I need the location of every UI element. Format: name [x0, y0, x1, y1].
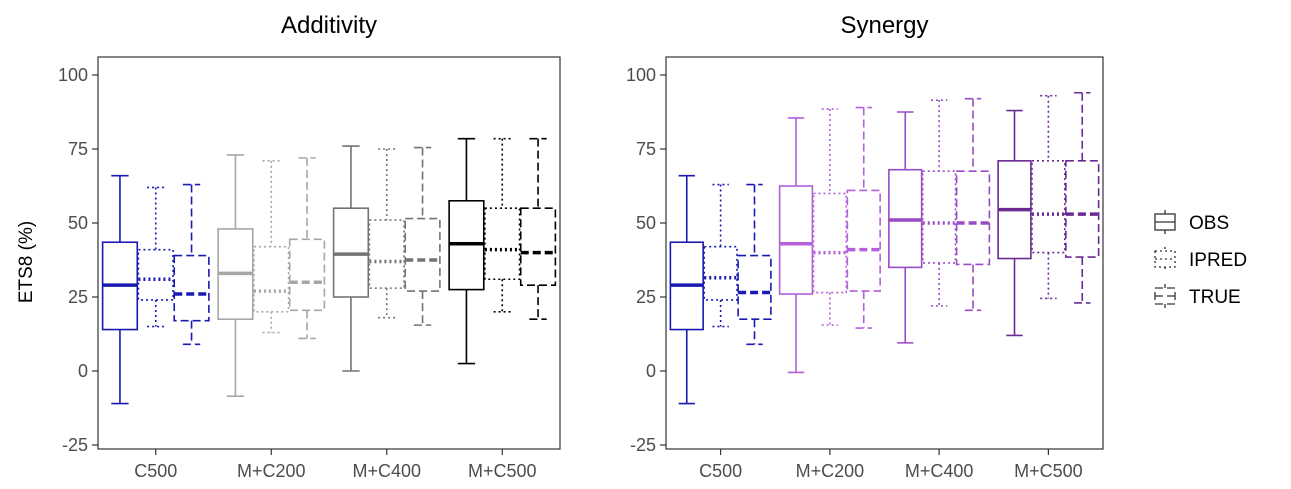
panel-frame — [665, 56, 1104, 450]
box-iqr — [703, 245, 738, 301]
legend: OBS IPRED TRUE — [1154, 210, 1247, 308]
x-tick-label: M+C500 — [1014, 461, 1083, 481]
y-tick-label: 75 — [68, 139, 88, 159]
box-iqr — [737, 254, 772, 320]
box-ipred — [703, 183, 738, 328]
box-ipred — [484, 137, 521, 313]
box-iqr — [778, 185, 814, 295]
box-true — [737, 183, 772, 346]
x-tick-label: M+C400 — [905, 461, 974, 481]
box-obs — [448, 137, 485, 365]
box-obs — [997, 109, 1032, 337]
panel-title: Synergy — [840, 12, 928, 39]
box-obs — [888, 111, 923, 344]
y-tick-label: -25 — [630, 435, 656, 455]
box-ipred — [1031, 94, 1066, 300]
x-tick-label: M+C200 — [237, 461, 306, 481]
x-tick-label: M+C500 — [468, 461, 537, 481]
box-true — [846, 106, 881, 329]
y-axis-label: ETS8 (%) — [16, 221, 37, 303]
legend-item-obs: OBS — [1154, 210, 1229, 234]
box-true — [1065, 91, 1100, 304]
box-obs — [101, 174, 139, 405]
box-iqr — [1065, 160, 1100, 258]
box-iqr — [955, 170, 991, 266]
legend-item-true: TRUE — [1154, 284, 1241, 308]
panel-0: Additivity -25 0 25 50 75 100 C500 M+C200 M+C400 M… — [58, 12, 561, 481]
y-tick-label: 25 — [636, 287, 656, 307]
box-true — [955, 97, 991, 312]
y-tick-label: 0 — [78, 361, 88, 381]
box-obs — [332, 145, 370, 372]
box-true — [404, 146, 441, 326]
box-true — [519, 137, 557, 321]
box-iqr — [921, 170, 957, 264]
y-tick-label: -25 — [62, 435, 88, 455]
y-tick-label: 50 — [68, 213, 88, 233]
box-ipred — [368, 148, 405, 319]
y-tick-label: 100 — [58, 65, 88, 85]
y-tick-label: 25 — [68, 287, 88, 307]
box-iqr — [368, 219, 405, 289]
box-iqr — [253, 245, 290, 313]
box-ipred — [253, 160, 290, 334]
box-obs — [669, 174, 704, 405]
panel-title: Additivity — [281, 12, 377, 39]
box-iqr — [404, 217, 441, 292]
x-tick-label: C500 — [134, 461, 177, 481]
box-iqr — [812, 192, 848, 294]
box-true — [173, 183, 210, 346]
legend-label: IPRED — [1189, 250, 1247, 271]
legend-item-ipred: IPRED — [1154, 247, 1247, 271]
y-tick-label: 0 — [646, 361, 656, 381]
y-tick-label: 100 — [626, 65, 656, 85]
panel-frame — [97, 56, 561, 450]
box-iqr — [484, 207, 521, 281]
box-iqr — [288, 238, 326, 312]
box-iqr — [137, 248, 174, 301]
box-obs — [778, 117, 814, 374]
legend-label: OBS — [1189, 213, 1229, 234]
panel-1: Synergy -25 0 25 50 75 100 C500 M+C200 M+C400 M+C5… — [626, 12, 1104, 481]
box-obs — [217, 154, 254, 397]
legend-label: TRUE — [1189, 287, 1241, 308]
y-tick-label: 50 — [636, 213, 656, 233]
box-ipred — [921, 99, 957, 307]
box-iqr — [1031, 160, 1066, 254]
box-true — [288, 157, 326, 340]
box-iqr — [173, 254, 210, 322]
x-tick-label: M+C400 — [352, 461, 421, 481]
x-tick-label: C500 — [699, 461, 742, 481]
box-iqr — [846, 189, 881, 292]
box-ipred — [812, 108, 848, 326]
y-tick-label: 75 — [636, 139, 656, 159]
box-ipred — [137, 186, 174, 328]
box-iqr — [519, 207, 557, 286]
x-tick-label: M+C200 — [796, 461, 865, 481]
